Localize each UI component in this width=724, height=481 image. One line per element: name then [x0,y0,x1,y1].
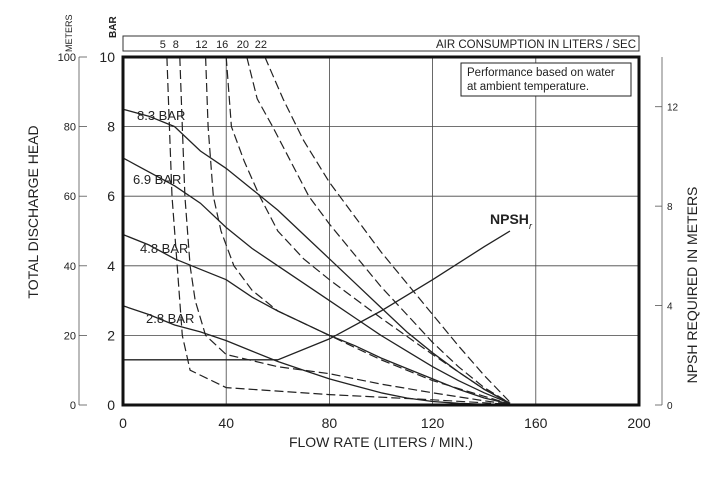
air-curve-5 [166,56,511,405]
air-axis-title: AIR CONSUMPTION IN LITERS / SEC [436,39,636,51]
pressure-label-6-9-BAR: 6.9 BAR [133,172,181,187]
air-label-12: 12 [195,39,207,51]
x-tick-label: 80 [322,415,338,431]
note-line-1: Performance based on water [467,67,615,79]
bar-tick-label: 8 [107,119,115,135]
pressure-curve-4-8-BAR [122,233,511,405]
air-label-20: 20 [237,39,249,51]
frame-layer [121,55,641,407]
meters-tick-label: 60 [64,191,76,203]
air-label-8: 8 [173,39,179,51]
curve-label-layer: 5 8 12 16 20 22 8.3 BAR 6.9 BAR 4.8 BAR 2.8 BAR NP… [133,39,533,326]
x-tick-label: 120 [421,415,445,431]
plot-frame [121,55,641,407]
air-curve-22 [264,56,511,403]
bar-tick-label: 6 [107,188,115,204]
bar-tick-label: 0 [107,397,115,413]
note-box [460,62,632,97]
meters-tick-label: 40 [64,261,76,273]
air-label-22: 22 [255,39,267,51]
bar-tick-label: 2 [107,327,115,343]
x-tick-label: 40 [218,415,234,431]
air-label-5: 5 [160,39,166,51]
x-tick-label: 0 [119,415,127,431]
bar-tick-label: 10 [99,49,115,65]
meters-unit-label: METERS [64,14,74,52]
pressure-label-4-8-BAR: 4.8 BAR [140,241,188,256]
air-curve-20 [246,56,511,404]
x-axis-title: FLOW RATE (LITERS / MIN.) [289,434,473,450]
npsh-tick-label: 0 [667,401,673,412]
pressure-label-2-8-BAR: 2.8 BAR [146,311,194,326]
y-left-axis-title: TOTAL DISCHARGE HEAD [25,125,41,298]
npsh-tick-label: 4 [667,302,673,313]
pressure-curve-8-3-BAR [122,108,511,404]
meters-tick-label: 80 [64,122,76,134]
meters-tick-label: 0 [70,400,76,412]
npsh-label: NPSH [490,211,529,227]
grid-layer [123,57,639,405]
npsh-tick-label: 12 [667,103,679,114]
npsh-curve [123,230,511,361]
bar-unit-label: BAR [108,16,119,38]
npsh-curve-layer [123,230,511,361]
npsh-label-subscript: r [529,221,533,231]
note-line-2: at ambient temperature. [467,81,589,93]
x-tick-label: 160 [524,415,548,431]
bar-tick-label: 4 [107,258,115,274]
x-tick-label: 200 [627,415,651,431]
y-right-axis-title: NPSH REQUIRED IN METERS [684,187,700,384]
pressure-label-8-3-BAR: 8.3 BAR [137,108,185,123]
pressure-curve-2-8-BAR [122,305,511,406]
meters-tick-label: 100 [58,52,76,64]
pressure-curves [122,108,511,406]
npsh-tick-label: 8 [667,202,673,213]
air-scale-strip [122,35,640,52]
meters-tick-label: 20 [64,330,76,342]
pressure-curve-6-9-BAR [122,157,511,404]
air-label-16: 16 [216,39,228,51]
air-consumption-curves [166,56,511,405]
